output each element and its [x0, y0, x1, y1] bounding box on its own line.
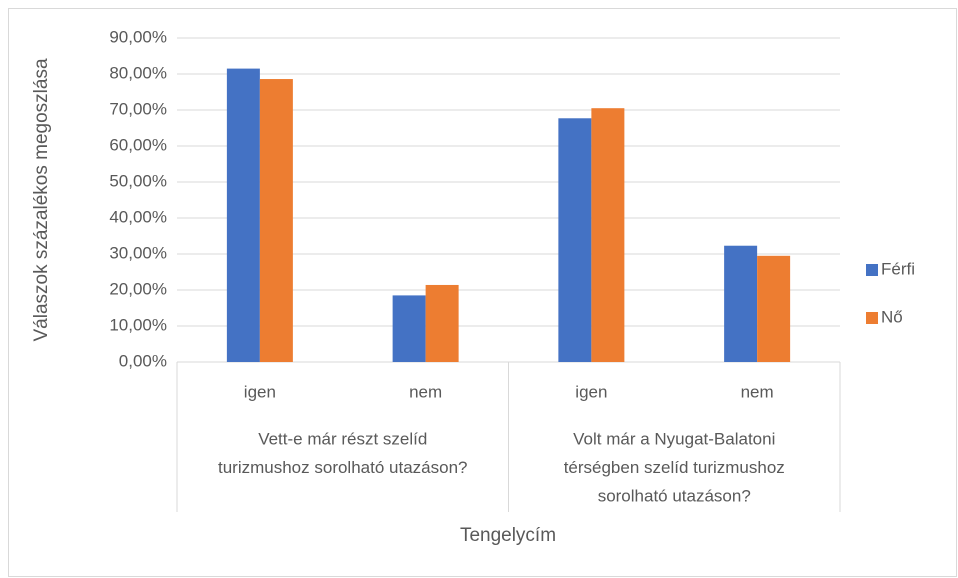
x-tick-label: nem: [741, 382, 774, 401]
y-tick-label: 30,00%: [109, 243, 167, 262]
y-tick-label: 0,00%: [119, 351, 167, 370]
legend-label: Nő: [881, 307, 903, 326]
bar: [591, 108, 625, 362]
group-label: turizmushoz sorolható utazáson?: [218, 458, 467, 477]
y-tick-label: 10,00%: [109, 315, 167, 334]
bar: [724, 245, 758, 362]
bar: [226, 68, 260, 362]
bar: [558, 118, 592, 362]
legend-swatch: [866, 264, 878, 276]
y-tick-label: 80,00%: [109, 63, 167, 82]
chart-frame: [8, 8, 957, 577]
bar: [392, 295, 426, 362]
y-tick-label: 60,00%: [109, 135, 167, 154]
group-label: Volt már a Nyugat-Balatoni: [573, 429, 775, 448]
y-tick-label: 90,00%: [109, 27, 167, 46]
group-label: sorolható utazáson?: [598, 486, 751, 505]
bar: [259, 79, 293, 362]
y-tick-label: 40,00%: [109, 207, 167, 226]
x-tick-label: igen: [244, 382, 276, 401]
x-axis-title: Tengelycím: [460, 525, 556, 546]
bar: [757, 255, 791, 362]
group-label: térségben szelíd turizmushoz: [564, 458, 785, 477]
y-tick-label: 20,00%: [109, 279, 167, 298]
x-tick-label: nem: [409, 382, 442, 401]
legend-swatch: [866, 312, 878, 324]
legend-label: Férfi: [881, 259, 915, 278]
bar: [425, 284, 459, 362]
x-tick-label: igen: [575, 382, 607, 401]
y-axis-title: Válaszok százalékos megoszlása: [31, 58, 52, 341]
y-tick-label: 50,00%: [109, 171, 167, 190]
group-label: Vett-e már részt szelíd: [258, 429, 427, 448]
y-tick-label: 70,00%: [109, 99, 167, 118]
